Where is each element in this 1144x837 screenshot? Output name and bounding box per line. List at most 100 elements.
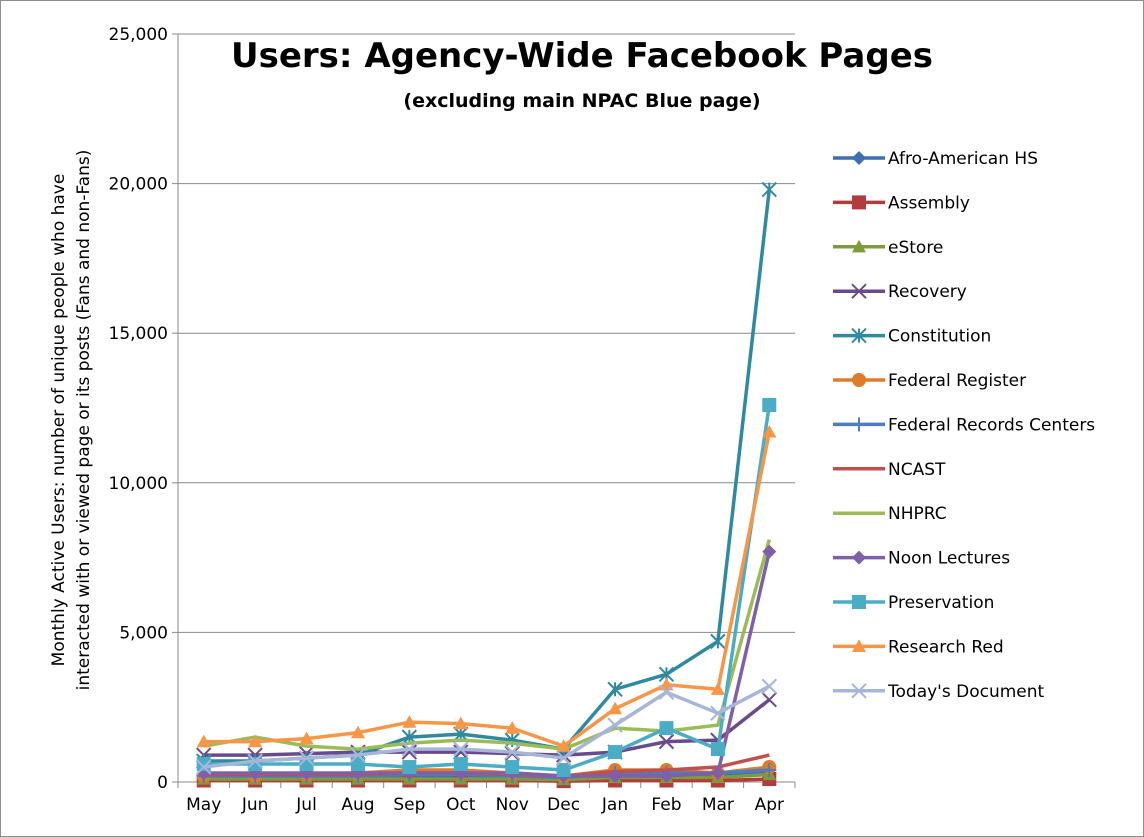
legend-label: eStore <box>888 238 943 258</box>
legend-marker <box>852 595 866 609</box>
data-point <box>608 745 623 760</box>
chart-title: Users: Agency-Wide Facebook Pages <box>231 36 933 76</box>
data-point <box>710 682 725 695</box>
series-research-red <box>196 424 777 752</box>
x-tick-label: May <box>186 795 221 815</box>
x-tick-label: Jan <box>601 795 628 815</box>
data-point <box>710 742 725 757</box>
y-tick-label: 15,000 <box>109 324 168 344</box>
data-point <box>761 692 777 708</box>
legend-label: NHPRC <box>888 504 947 524</box>
legend-marker <box>852 195 866 210</box>
data-point <box>761 181 777 198</box>
legend-entry: NCAST <box>833 460 946 480</box>
data-point <box>659 677 674 691</box>
legend-label: Afro-American HS <box>888 149 1038 169</box>
marker-stroke <box>401 741 418 757</box>
legend-marker <box>851 283 867 299</box>
legend-entry: Afro-American HS <box>833 149 1038 169</box>
series-line <box>203 404 772 772</box>
legend-entry: Research Red <box>833 637 1004 657</box>
data-point <box>608 769 623 784</box>
data-point <box>555 750 572 766</box>
data-point <box>762 544 777 559</box>
marker-stroke <box>710 705 726 721</box>
data-point <box>247 753 263 769</box>
legend-marker <box>851 327 867 344</box>
data-point <box>504 744 520 760</box>
x-tick-label: Apr <box>755 795 784 815</box>
data-point <box>299 731 314 745</box>
data-point <box>196 759 212 775</box>
legend-entry: NHPRC <box>833 504 947 524</box>
data-point <box>608 701 623 715</box>
series-constitution <box>196 181 777 769</box>
data-point <box>556 763 571 778</box>
series-noon-lectures <box>196 544 777 784</box>
legend-entry: Preservation <box>833 593 994 613</box>
data-point <box>350 725 365 739</box>
marker-stroke <box>196 759 212 775</box>
data-point <box>658 684 675 700</box>
legend-label: Federal Records Centers <box>888 415 1095 435</box>
axes <box>172 33 796 788</box>
data-point <box>350 757 365 772</box>
legend-label: Today's Document <box>887 682 1045 702</box>
x-tick-label: Mar <box>702 795 734 815</box>
data-point <box>607 717 623 733</box>
series-line <box>203 189 772 763</box>
series-line <box>203 698 771 757</box>
data-point <box>762 424 777 438</box>
data-point <box>402 760 417 775</box>
data-point <box>556 739 571 752</box>
data-point <box>453 716 468 730</box>
legend-entry: eStore <box>833 238 943 258</box>
marker-stroke <box>658 684 675 700</box>
legend-entry: Federal Register <box>833 371 1026 391</box>
data-point <box>350 747 366 763</box>
data-point <box>505 760 520 775</box>
series-line <box>203 772 770 782</box>
data-point <box>453 757 468 772</box>
data-point <box>659 721 674 736</box>
marker-stroke <box>761 692 777 708</box>
legend-entry: Noon Lectures <box>833 549 1010 569</box>
legend-entry: Recovery <box>833 282 967 302</box>
x-tick-label: Oct <box>446 795 476 815</box>
legend-label: NCAST <box>888 460 946 480</box>
legend-label: Constitution <box>888 327 991 347</box>
gridlines <box>178 33 795 633</box>
marker-stroke <box>658 733 675 750</box>
series-line <box>203 684 771 769</box>
marker-stroke <box>761 678 777 694</box>
data-point <box>402 715 417 728</box>
legend-entry: Today's Document <box>833 682 1045 702</box>
legend: Afro-American HS Assembly eStore Recovery Co… <box>833 149 1095 702</box>
x-tick-label: Jun <box>241 795 269 815</box>
marker-stroke <box>851 283 867 299</box>
marker-stroke <box>453 741 469 757</box>
legend-marker <box>852 239 866 253</box>
marker-stroke <box>504 744 520 760</box>
legend-label: Assembly <box>888 193 970 213</box>
legend-marker <box>852 550 866 565</box>
legend-label: Recovery <box>888 282 967 302</box>
y-tick-labels: 0 5,000 10,000 15,000 20,000 25,000 <box>109 25 168 793</box>
y-axis-label-line-1: Monthly Active Users: number of unique p… <box>49 174 69 667</box>
y-axis-label: Monthly Active Users: number of unique p… <box>49 150 94 691</box>
marker-stroke <box>555 750 572 766</box>
legend-entry: Assembly <box>833 193 970 213</box>
data-point <box>761 678 777 694</box>
data-point <box>710 766 725 781</box>
data-point <box>762 398 777 413</box>
legend-marker <box>851 683 867 699</box>
legend-marker <box>852 373 866 387</box>
marker-stroke <box>298 750 315 766</box>
data-point <box>710 705 726 721</box>
marker-stroke <box>453 744 469 760</box>
data-point <box>505 721 520 734</box>
series-line <box>203 539 771 751</box>
data-point <box>248 734 263 748</box>
